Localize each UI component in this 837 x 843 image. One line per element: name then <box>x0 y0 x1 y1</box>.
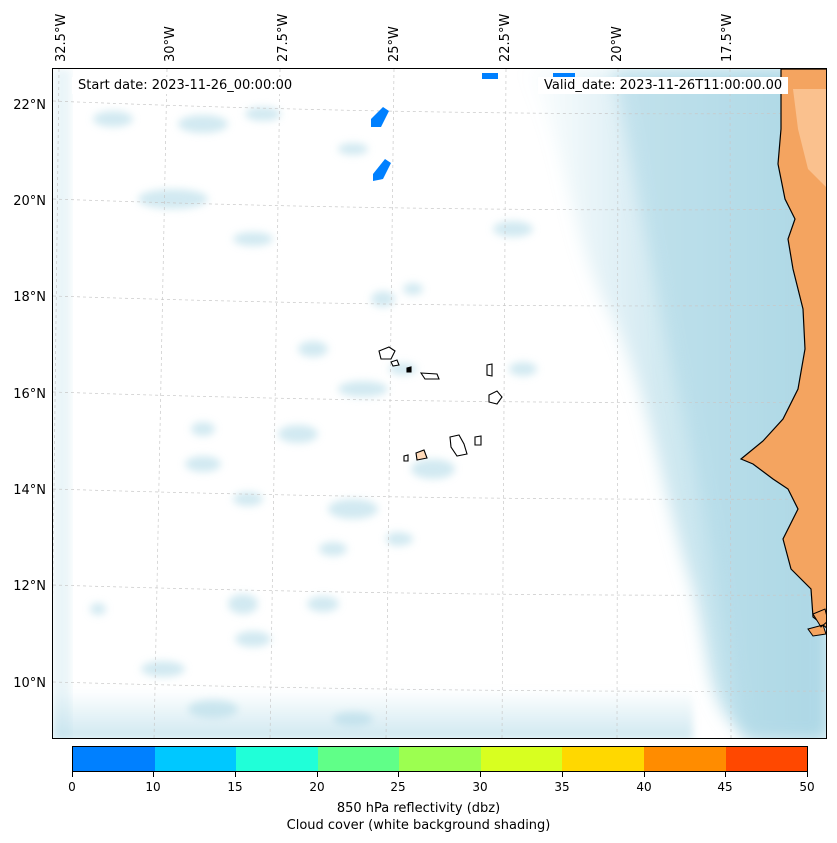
colorbar-tick <box>725 772 726 777</box>
colorbar-tick-label: 20 <box>309 780 325 794</box>
africa-land <box>739 69 826 629</box>
colorbar-segment <box>399 747 481 771</box>
colorbar-segment <box>73 747 155 771</box>
lat-label-12n: 12°N <box>13 579 46 594</box>
cape-verde-islands <box>378 346 503 462</box>
colorbar-tick-label: 25 <box>390 780 406 794</box>
colorbar-tick <box>480 772 481 777</box>
bissau-islands <box>807 608 826 637</box>
colorbar-segment <box>480 747 563 771</box>
lat-label-14n: 14°N <box>13 483 46 498</box>
colorbar-tick <box>153 772 154 777</box>
reflectivity-colorbar <box>72 746 808 772</box>
colorbar-tick-label: 45 <box>717 780 733 794</box>
colorbar-tick-label: 0 <box>68 780 76 794</box>
map-canvas <box>53 69 826 738</box>
lat-label-16n: 16°N <box>13 387 46 402</box>
colorbar-tick-label: 15 <box>227 780 243 794</box>
lat-label-22n: 22°N <box>13 98 46 113</box>
colorbar-tick <box>562 772 563 777</box>
lon-label-27-5w: 27.5°W <box>276 13 291 62</box>
lat-label-20n: 20°N <box>13 194 46 209</box>
colorbar-tick <box>317 772 318 777</box>
lon-label-30w: 30°W <box>163 26 178 62</box>
colorbar-segment <box>725 747 808 771</box>
colorbar-segment <box>317 747 400 771</box>
colorbar-tick-label: 10 <box>145 780 161 794</box>
colorbar-segment <box>562 747 644 771</box>
lat-label-10n: 10°N <box>13 676 46 691</box>
colorbar-segment <box>154 747 237 771</box>
lon-label-32-5w: 32.5°W <box>54 13 69 62</box>
start-date-label: Start date: 2023-11-26_00:00:00 <box>72 77 299 94</box>
colorbar-tick-label: 50 <box>799 780 815 794</box>
lon-label-25w: 25°W <box>387 26 402 62</box>
lon-label-22-5w: 22.5°W <box>498 13 513 62</box>
lon-label-20w: 20°W <box>610 26 625 62</box>
colorbar-segment <box>643 747 726 771</box>
colorbar-tick-label: 30 <box>472 780 488 794</box>
map-panel[interactable] <box>52 68 827 739</box>
colorbar-segment <box>236 747 318 771</box>
colorbar-tick <box>807 772 808 777</box>
land-light-shade <box>793 89 826 187</box>
colorbar-tick-label: 40 <box>636 780 652 794</box>
colorbar-tick <box>72 772 73 777</box>
colorbar-subtitle: Cloud cover (white background shading) <box>286 818 551 833</box>
lon-label-17-5w: 17.5°W <box>720 13 735 62</box>
valid-date-label: Valid_date: 2023-11-26T11:00:00.00 <box>538 77 789 94</box>
colorbar-tick <box>398 772 399 777</box>
colorbar-tick <box>235 772 236 777</box>
colorbar-tick-label: 35 <box>554 780 570 794</box>
colorbar-tick <box>644 772 645 777</box>
graticule <box>53 69 826 738</box>
lat-label-18n: 18°N <box>13 290 46 305</box>
colorbar-title: 850 hPa reflectivity (dbz) <box>336 801 501 816</box>
cloud-cover-layer <box>53 69 826 738</box>
